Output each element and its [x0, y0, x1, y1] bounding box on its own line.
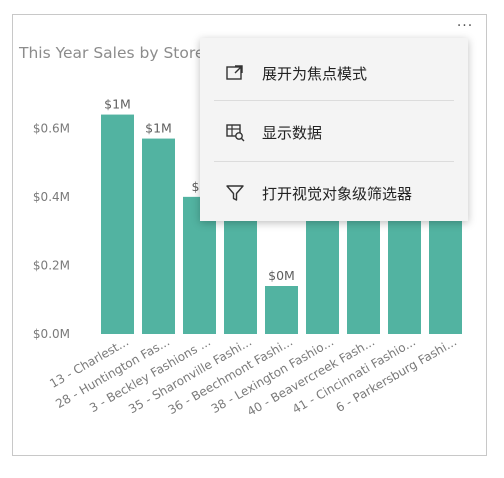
y-tick-label: $0.2M: [33, 258, 70, 272]
chart-title: This Year Sales by Store: [19, 44, 205, 62]
menu-item-show-data[interactable]: 显示数据: [200, 107, 468, 157]
y-tick-label: $0.0M: [33, 327, 70, 341]
data-label: $1M: [104, 97, 131, 112]
y-tick-label: $0.6M: [33, 121, 70, 135]
data-label: $1M: [145, 121, 172, 136]
menu-item-label: 打开视觉对象级筛选器: [262, 185, 413, 203]
menu-divider: [214, 161, 454, 162]
more-options-ellipsis-icon[interactable]: ···: [456, 18, 474, 34]
data-label: $0M: [268, 268, 295, 283]
bar[interactable]: [101, 114, 134, 334]
bar[interactable]: [142, 138, 175, 334]
menu-item-focus-mode[interactable]: 展开为焦点模式: [200, 48, 468, 98]
menu-divider: [214, 100, 454, 101]
show-data-icon: [224, 121, 246, 143]
menu-item-label: 展开为焦点模式: [262, 65, 368, 83]
bar[interactable]: [265, 286, 298, 334]
menu-item-label: 显示数据: [262, 124, 323, 142]
y-tick-label: $0.4M: [33, 190, 70, 204]
filter-icon: [224, 182, 246, 204]
menu-item-visual-filter[interactable]: 打开视觉对象级筛选器: [200, 168, 468, 218]
focus-mode-icon: [224, 62, 246, 84]
context-menu: 展开为焦点模式 显示数据 打开视觉对象级筛选器: [200, 38, 468, 221]
